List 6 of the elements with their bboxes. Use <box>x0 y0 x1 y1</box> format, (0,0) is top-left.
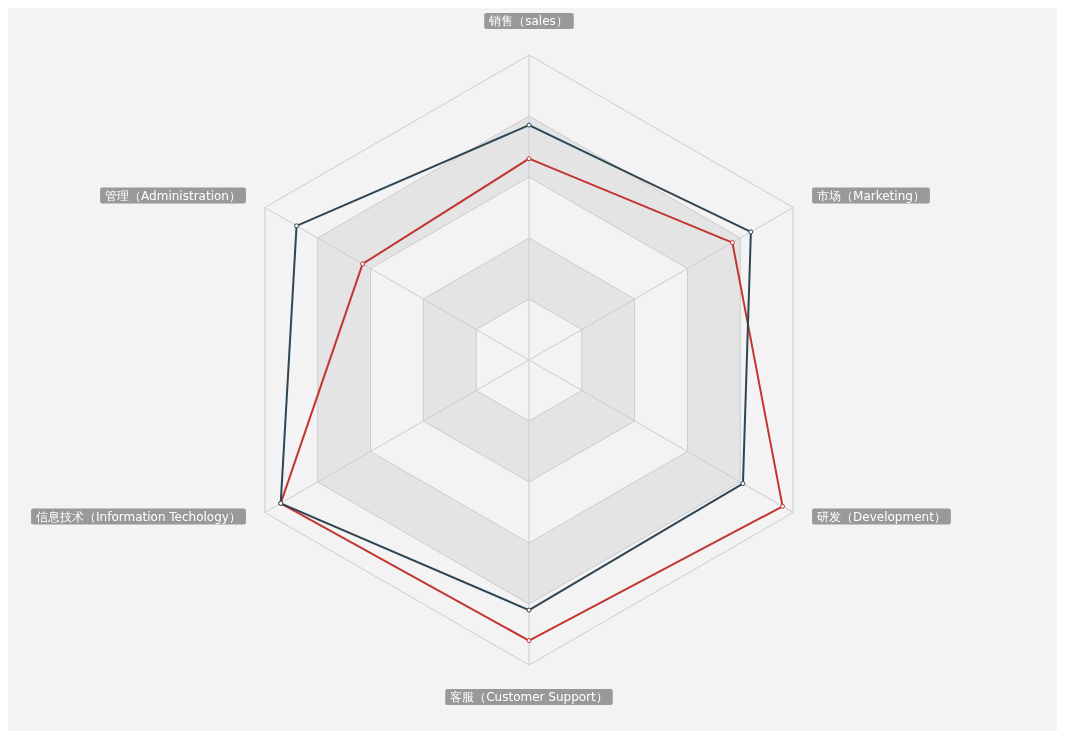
spoke-label: 研发（Development） <box>817 509 946 524</box>
spoke-label: 销售（sales） <box>488 14 568 28</box>
spoke-label: 客服（Customer Support） <box>450 690 608 704</box>
spoke-label: 管理（Administration） <box>105 188 241 203</box>
spoke-label: 信息技术（Information Techology） <box>36 509 241 524</box>
spoke-label: 市场（Marketing） <box>817 188 925 203</box>
